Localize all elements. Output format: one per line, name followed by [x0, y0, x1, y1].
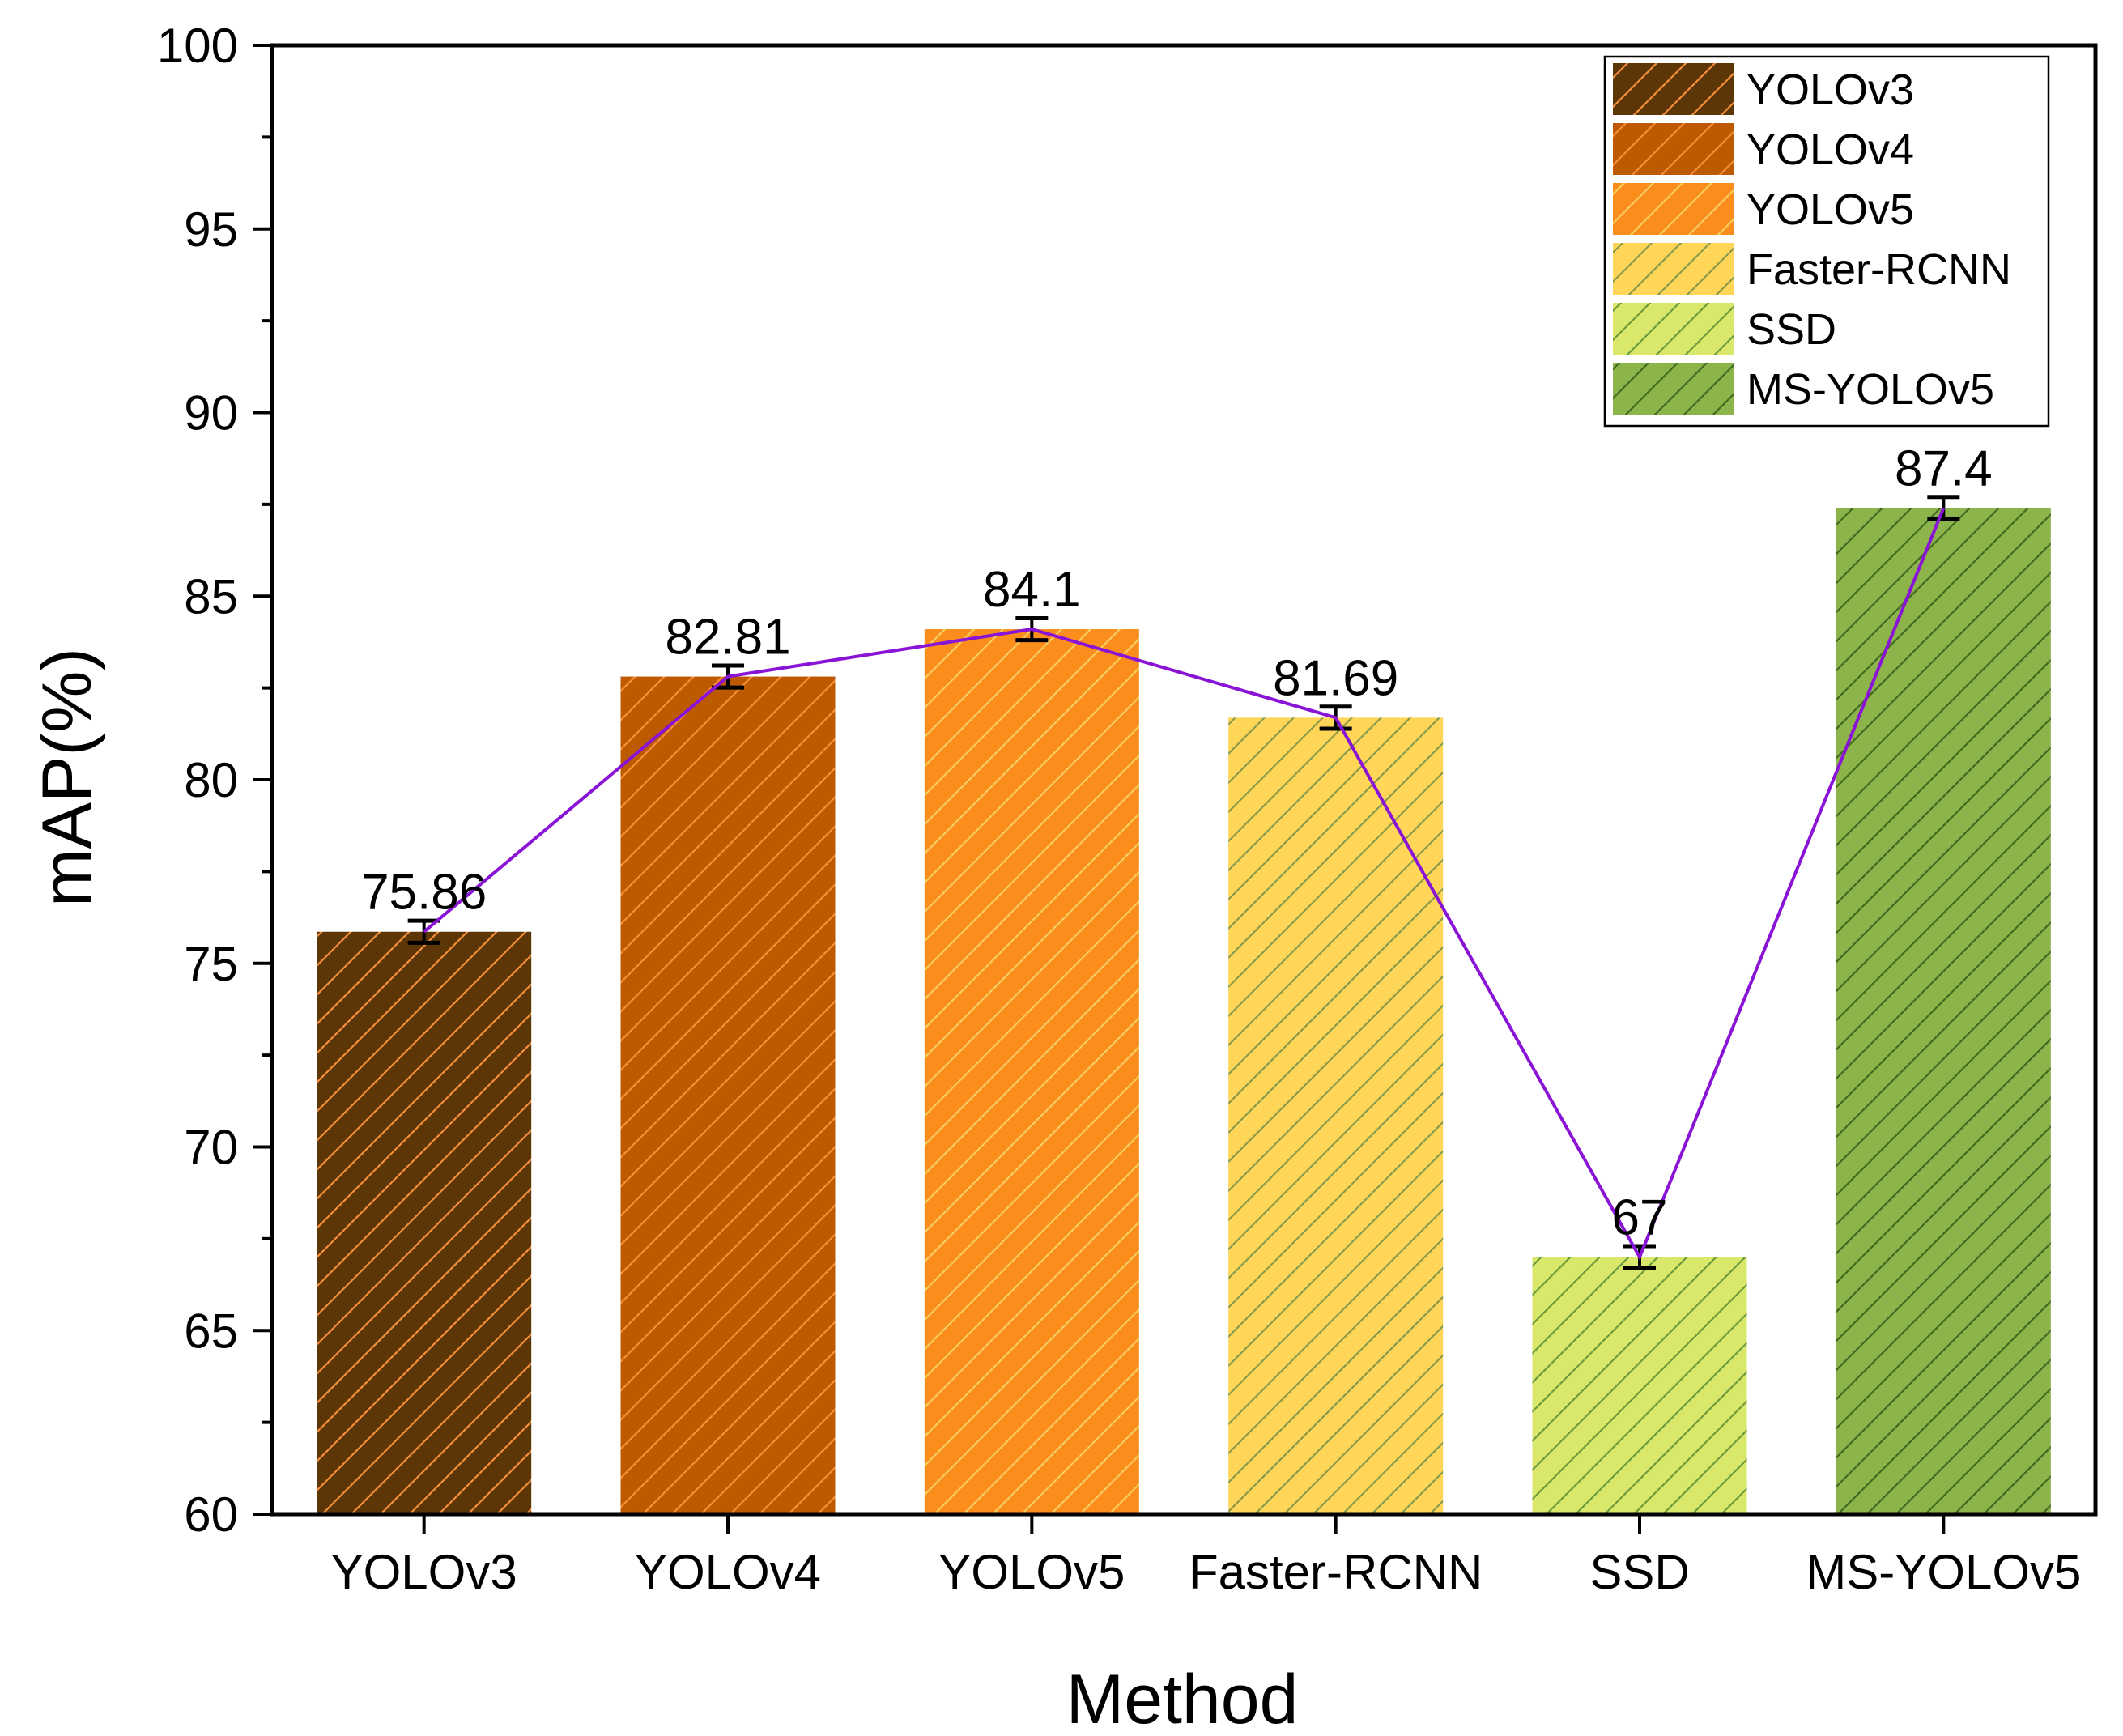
legend: YOLOv3 YOLOv4 YOLOv5 Faster-RCNN SSD MS-YOLOv… — [1603, 55, 2050, 428]
bar-ms-yolov5 — [1836, 508, 2051, 1515]
bar-faster-rcnn — [1228, 717, 1444, 1514]
legend-label-1: YOLOv4 — [1746, 126, 1914, 174]
legend-label-4: SSD — [1746, 305, 1836, 354]
data-label-0: 75.86 — [361, 865, 487, 921]
bar-yolov5 — [924, 629, 1139, 1515]
y-tick-label-7: 95 — [184, 202, 238, 257]
trend-line-layer — [423, 507, 1946, 1262]
x-tick-label-1: YOLOv4 — [635, 1545, 821, 1599]
legend-swatch-5 — [1613, 363, 1734, 415]
bar-ssd — [1532, 1257, 1747, 1514]
y-tick-label-2: 70 — [184, 1121, 238, 1175]
x-tick-label-5: MS-YOLOv5 — [1806, 1545, 2081, 1599]
bar-yolov4 — [620, 676, 836, 1514]
y-axis-title: mAP(%) — [28, 648, 106, 907]
y-tick-label-8: 100 — [157, 19, 238, 73]
y-tick-label-1: 65 — [184, 1304, 238, 1358]
data-label-2: 84.1 — [983, 562, 1081, 618]
bar-yolov3 — [317, 931, 532, 1514]
data-label-5: 87.4 — [1895, 440, 1993, 496]
y-tick-label-4: 80 — [184, 753, 238, 807]
legend-swatch-4 — [1613, 303, 1734, 355]
legend-label-2: YOLOv5 — [1746, 185, 1914, 234]
legend-label-3: Faster-RCNN — [1746, 245, 2011, 294]
y-tick-label-3: 75 — [184, 937, 238, 991]
x-tick-label-0: YOLOv3 — [331, 1545, 517, 1599]
data-label-1: 82.81 — [665, 610, 790, 666]
legend-swatch-0 — [1613, 63, 1734, 115]
legend-swatch-3 — [1613, 243, 1734, 295]
x-tick-label-4: SSD — [1589, 1545, 1689, 1599]
data-label-4: 67 — [1612, 1190, 1668, 1246]
data-label-3: 81.69 — [1273, 650, 1398, 706]
legend-swatch-1 — [1613, 123, 1734, 175]
y-tick-label-0: 60 — [184, 1487, 238, 1542]
y-tick-label-5: 85 — [184, 569, 238, 623]
x-axis-title: Method — [1066, 1661, 1299, 1736]
legend-label-5: MS-YOLOv5 — [1746, 365, 1994, 414]
data-labels-layer: 75.86 82.81 84.1 81.69 67 87.4 — [361, 440, 1993, 1245]
trend-line — [423, 507, 1946, 1262]
legend-label-0: YOLOv3 — [1746, 66, 1914, 114]
y-tick-label-6: 90 — [184, 386, 238, 440]
legend-swatch-2 — [1613, 183, 1734, 235]
x-tick-label-2: YOLOv5 — [938, 1545, 1125, 1599]
axes-layer: 60 65 70 75 80 85 90 95 100 YOLOv3 YOLOv4 YOLOv5 Fas… — [157, 19, 2098, 1599]
x-tick-label-3: Faster-RCNN — [1189, 1545, 1483, 1599]
bars-layer — [317, 508, 2051, 1515]
